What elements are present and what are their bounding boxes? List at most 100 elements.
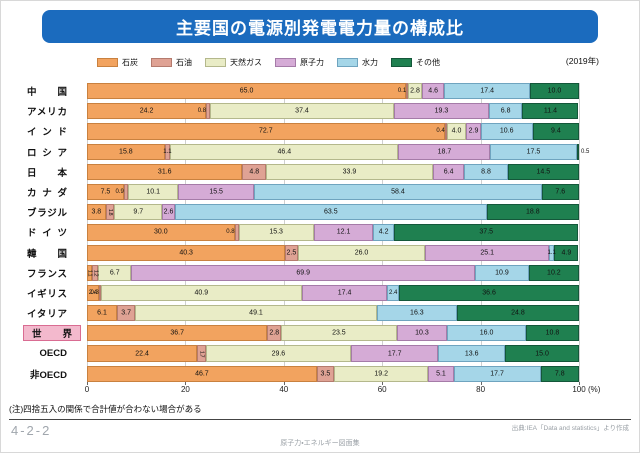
bar-segment-other: 9.4: [532, 123, 579, 140]
segment-value-label: 10.0: [547, 87, 562, 95]
hydro-swatch-icon: [337, 57, 358, 67]
row-label: 韓国: [27, 248, 67, 260]
chart-legend: 石炭 石油 天然ガス 原子力 水力 その他 (2019年): [97, 56, 639, 68]
bar-segment-nuclear: 69.9: [131, 264, 476, 281]
segment-value-label: 3.7: [121, 309, 131, 317]
bar-track: 65.0 0.1 2.8 4.6 17.4 10.0: [87, 83, 579, 100]
other-swatch-icon: [391, 57, 412, 67]
chart-row: 日本 31.6 4.8 33.9 6.4 8.8 14.5: [1, 163, 639, 180]
row-label: カナダ: [27, 188, 67, 200]
row-label-cell: インド: [1, 124, 87, 138]
bar-segment-hydro: 2.4: [387, 284, 400, 302]
bar-segment-nuclear: 18.7: [398, 143, 491, 160]
segment-value-label: 6.8: [500, 107, 511, 115]
segment-value-label: 25.1: [480, 249, 495, 257]
segment-value-label: 2.6: [163, 208, 174, 216]
bar-segment-gas: 49.1: [135, 305, 377, 322]
bar-segment-gas: 46.4: [170, 143, 399, 160]
bar-segment-gas: 6.7: [98, 264, 132, 281]
bar-segment-oil: 4.8: [242, 163, 267, 180]
segment-value-label: 58.4: [391, 188, 405, 196]
bar-segment-gas: 4.0: [446, 123, 467, 140]
bar-track: 36.7 2.8 23.5 10.3 16.0 10.8: [87, 325, 579, 342]
segment-value-label: 63.5: [323, 208, 338, 216]
bar-track: 24.2 0.8 37.4 19.3 6.8 11.4: [87, 103, 579, 120]
bar-track: 1.1 1.2 6.7 69.9 10.9 10.2: [86, 264, 579, 281]
bar-track: 30.0 0.8 15.3 12.1 4.2 37.5: [87, 224, 579, 241]
chart-row: フランス 1.1 1.2 6.7 69.9 10.9 10.2: [1, 264, 639, 281]
row-label-cell: フランス: [1, 266, 87, 280]
rounding-note: (注)四捨五入の関係で合計値が合わない場合がある: [9, 403, 202, 414]
segment-value-label: 4.6: [428, 87, 439, 95]
bar-segment-coal: 6.1: [87, 305, 117, 322]
segment-value-label: 1.1: [86, 269, 93, 276]
bar-segment-hydro: 63.5: [174, 204, 487, 221]
chart-row: 韓国 40.3 2.5 26.0 25.1 1.1 4.9: [1, 244, 639, 261]
bar-track: 40.3 2.5 26.0 25.1 1.1 4.9: [87, 244, 579, 261]
bar-segment-other: 24.8: [456, 305, 579, 322]
row-label-cell: 世界: [1, 325, 87, 342]
bar-segment-oil: 0.8: [226, 224, 239, 241]
bar-segment-coal: 7.5: [87, 183, 124, 201]
segment-value-label: 3.8: [91, 208, 102, 216]
row-label-cell: アメリカ: [1, 104, 87, 118]
bar-segment-hydro: 10.6: [480, 123, 533, 140]
chart-row: イギリス 2.4 0.3 40.9 17.4 2.4 36.6: [1, 284, 639, 302]
figure-number: 4-2-2: [11, 423, 52, 438]
segment-value-label: 3.5: [320, 370, 331, 378]
bar-track: 6.1 3.7 49.1 16.3 24.8: [87, 305, 579, 322]
row-label-cell: カナダ: [1, 185, 87, 199]
row-label: OECD: [39, 348, 67, 360]
bar-segment-nuclear: 15.5: [178, 183, 255, 201]
bar-segment-coal: 24.2: [87, 103, 207, 120]
chart-row: ブラジル 3.8 1.8 9.7 2.6 63.5 18.8: [1, 204, 639, 221]
bar-segment-gas: 37.4: [209, 103, 394, 120]
chart-row: ロシア 15.8 1.1 46.4 18.7 17.5 0.5: [1, 143, 639, 160]
bar-segment-oil: 3.5: [316, 365, 334, 382]
segment-value-label: 12.1: [336, 228, 351, 236]
chart-row: 中国 65.0 0.1 2.8 4.6 17.4 10.0: [1, 83, 639, 100]
axis-tick: [382, 381, 384, 385]
segment-value-label: 7.8: [554, 370, 565, 378]
chart-row: OECD 22.4 1.7 29.6 17.7 13.6 15.0: [1, 345, 639, 362]
segment-value-label: 1.1: [547, 249, 556, 256]
legend-item-oil: 石油: [151, 57, 192, 68]
bar-segment-coal: 46.7: [87, 365, 317, 382]
segment-value-label: 2.8: [410, 87, 420, 95]
bar-segment-nuclear: 17.7: [351, 345, 439, 362]
legend-label: 原子力: [300, 57, 324, 67]
segment-value-label: 16.3: [410, 309, 424, 317]
bar-segment-coal: 31.6: [87, 163, 243, 180]
segment-value-label: 4.8: [249, 168, 260, 176]
bar-segment-coal: 72.7: [87, 123, 445, 140]
bar-segment-oil: 1.7: [197, 345, 206, 362]
row-label-cell: 韓国: [1, 246, 87, 260]
bar-segment-nuclear: 5.1: [428, 365, 454, 382]
bar-segment-gas: 9.7: [114, 204, 163, 221]
bar-segment-other: 14.5: [507, 163, 579, 180]
bar-segment-oil: 3.7: [117, 305, 136, 322]
chart-row: ドイツ 30.0 0.8 15.3 12.1 4.2 37.5: [1, 224, 639, 241]
bar-segment-nuclear: 2.9: [466, 123, 481, 140]
row-label-cell: ドイツ: [1, 225, 87, 239]
segment-value-label: 36.7: [170, 329, 184, 337]
bar-segment-hydro: 17.5: [490, 143, 577, 160]
row-label: イギリス: [27, 288, 67, 300]
bar-segment-nuclear: 19.3: [393, 103, 489, 120]
segment-value-label: 18.8: [526, 208, 540, 216]
segment-value-label: 4.9: [561, 249, 572, 257]
bar-segment-gas: 15.3: [238, 224, 314, 241]
legend-label: 水力: [362, 57, 378, 67]
segment-value-label: 5.1: [436, 370, 446, 378]
bar-segment-other: 7.6: [541, 183, 579, 201]
segment-value-label: 18.7: [437, 148, 452, 156]
segment-value-label: 10.3: [415, 329, 429, 337]
bar-segment-coal: 15.8: [87, 143, 165, 160]
segment-value-label: 49.1: [249, 309, 263, 317]
legend-label: 石油: [176, 57, 192, 67]
row-label: フランス: [27, 268, 67, 280]
row-label-cell: ロシア: [1, 145, 87, 159]
axis-tick-label: 100: [572, 384, 586, 394]
segment-value-label: 23.5: [332, 329, 346, 337]
axis-tick: [480, 381, 482, 385]
